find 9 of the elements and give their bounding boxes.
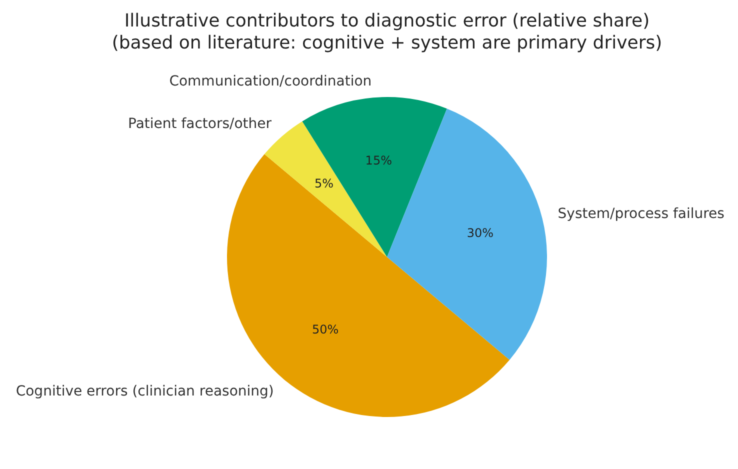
chart-title: Illustrative contributors to diagnostic error (relative share) (based on literature: cognitive + system are primary drivers): [112, 10, 662, 54]
data-label: 15%: [365, 153, 392, 168]
data-label: 5%: [314, 176, 334, 191]
data-label: 50%: [312, 322, 339, 337]
slice-label: Patient factors/other: [128, 116, 272, 132]
slice-label: Communication/coordination: [169, 73, 372, 90]
slice-label: Cognitive errors (clinician reasoning): [16, 383, 274, 400]
data-label: 30%: [466, 226, 494, 240]
slice-label: System/process failures: [558, 206, 724, 222]
